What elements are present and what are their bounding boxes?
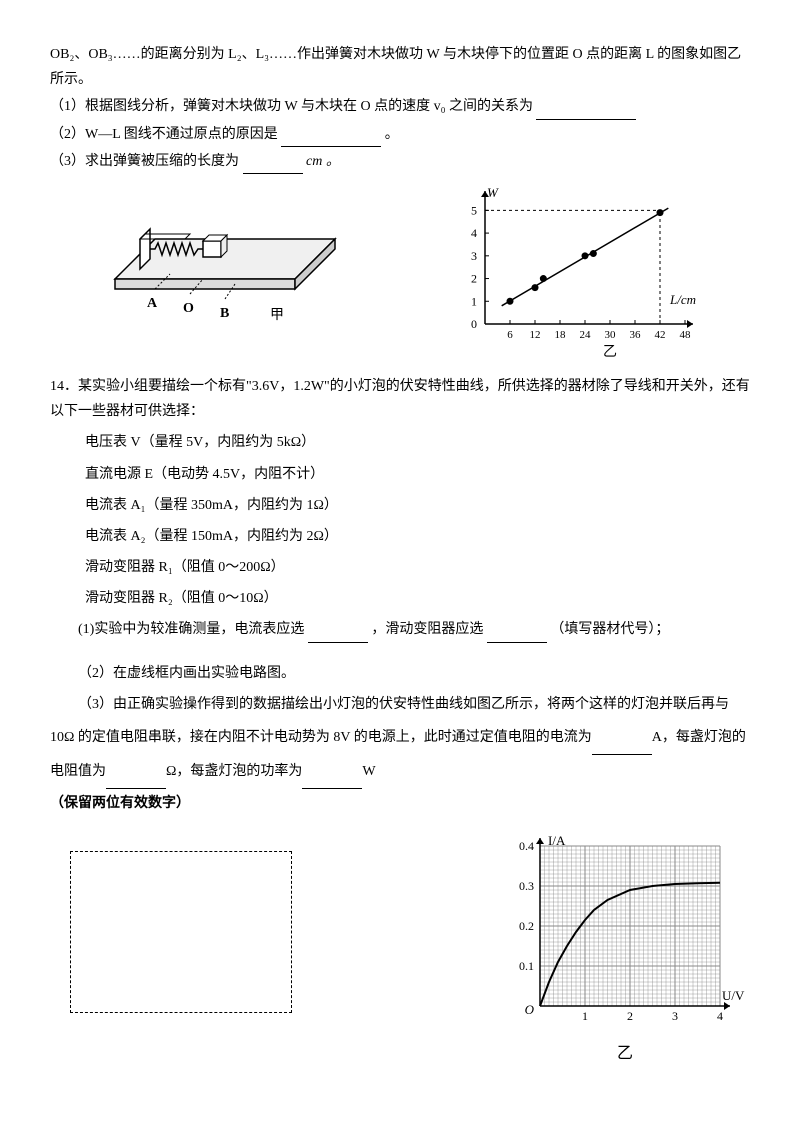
svg-text:0.3: 0.3 <box>519 879 534 893</box>
q13-part2: （2）W—L 图线不通过原点的原因是 。 <box>50 122 750 147</box>
q14-p1-blank2[interactable] <box>487 625 547 643</box>
svg-text:U/V: U/V <box>722 988 745 1003</box>
q14-p3-blank3[interactable] <box>302 771 362 789</box>
svg-text:30: 30 <box>605 329 617 341</box>
q14-p1a: (1)实验中为较准确测量，电流表应选 <box>78 622 304 637</box>
q14-circuit-box[interactable] <box>70 851 292 1013</box>
fig-jia-label: 甲 <box>270 308 284 323</box>
svg-text:I/A: I/A <box>548 833 566 848</box>
equip-1: 直流电源 E（电动势 4.5V，内阻不计） <box>85 462 750 487</box>
q13-p1-text: （1）根据图线分析，弹簧对木块做功 W 与木块在 O 点的速度 v₀ 之间的关系… <box>50 99 533 114</box>
q13-p2-text: （2）W—L 图线不通过原点的原因是 <box>50 127 278 142</box>
equip-2: 电流表 A₁（量程 350mA，内阻约为 1Ω） <box>85 493 750 518</box>
equip-4: 滑动变阻器 R₁（阻值 0～200Ω） <box>85 555 750 580</box>
q13-apparatus-figure: A O B 甲 <box>95 199 355 349</box>
svg-text:48: 48 <box>680 329 692 341</box>
q13-figures: A O B 甲 012345612182430364248WL/cm乙 <box>50 184 750 364</box>
q14-part2: （2）在虚线框内画出实验电路图。 <box>50 661 750 686</box>
svg-text:12: 12 <box>530 329 541 341</box>
q13-p2-blank[interactable] <box>281 129 381 147</box>
q13-p3-blank[interactable] <box>243 156 303 174</box>
svg-text:L/cm: L/cm <box>669 292 696 307</box>
equip-5: 滑动变阻器 R₂（阻值 0～10Ω） <box>85 586 750 611</box>
svg-text:2: 2 <box>471 271 477 285</box>
q13-p3-suffix: cm 。 <box>306 154 340 169</box>
svg-text:1: 1 <box>471 294 477 308</box>
q14-chart-wrapper: 1 2 3 4 0.1 0.2 0.3 0.4 O I/A U/V 乙 <box>500 831 750 1069</box>
q14-p3d: W <box>362 764 375 779</box>
svg-text:乙: 乙 <box>603 344 617 360</box>
svg-text:2: 2 <box>627 1009 633 1023</box>
svg-text:O: O <box>525 1002 535 1017</box>
svg-text:1: 1 <box>582 1009 588 1023</box>
equip-3: 电流表 A₂（量程 150mA，内阻约为 2Ω） <box>85 524 750 549</box>
svg-text:5: 5 <box>471 203 477 217</box>
q13-intro: OB₂、OB₃……的距离分别为 L₂、L₃……作出弹簧对木块做功 W 与木块停下… <box>50 42 750 92</box>
q13-p2-suffix: 。 <box>385 127 399 142</box>
q14-p3-blank1[interactable] <box>592 737 652 755</box>
q14-p1c: （填写器材代号）； <box>550 622 669 637</box>
q14-bottom-row: 1 2 3 4 0.1 0.2 0.3 0.4 O I/A U/V 乙 <box>50 831 750 1069</box>
q13-p3-text: （3）求出弹簧被压缩的长度为 <box>50 154 239 169</box>
q14-part1: (1)实验中为较准确测量，电流表应选 ，滑动变阻器应选 （填写器材代号）； <box>50 617 750 642</box>
svg-text:6: 6 <box>507 329 513 341</box>
svg-text:36: 36 <box>630 329 642 341</box>
svg-text:0.2: 0.2 <box>519 919 534 933</box>
q14-iv-chart: 1 2 3 4 0.1 0.2 0.3 0.4 O I/A U/V <box>500 831 750 1031</box>
q14-p3-blank2[interactable] <box>106 771 166 789</box>
q13-part1: （1）根据图线分析，弹簧对木块做功 W 与木块在 O 点的速度 v₀ 之间的关系… <box>50 94 750 119</box>
q14-p3c: Ω，每盏灯泡的功率为 <box>166 764 302 779</box>
svg-text:4: 4 <box>471 226 477 240</box>
q14-fig-yi: 乙 <box>500 1040 750 1069</box>
label-B: B <box>220 306 229 321</box>
label-O: O <box>183 301 194 316</box>
q14-equipment-list: 电压表 V（量程 5V，内阻约为 5kΩ） 直流电源 E（电动势 4.5V，内阻… <box>50 430 750 611</box>
q14-p1b: ，滑动变阻器应选 <box>371 622 483 637</box>
svg-text:42: 42 <box>655 329 666 341</box>
svg-text:3: 3 <box>672 1009 678 1023</box>
q13-part3: （3）求出弹簧被压缩的长度为 cm 。 <box>50 149 750 174</box>
svg-text:W: W <box>487 185 499 200</box>
q14-part3: （3）由正确实验操作得到的数据描绘出小灯泡的伏安特性曲线如图乙所示，将两个这样的… <box>50 688 750 789</box>
q14-note: （保留两位有效数字） <box>50 791 750 816</box>
svg-text:18: 18 <box>555 329 567 341</box>
svg-text:4: 4 <box>717 1009 723 1023</box>
q13-wl-chart: 012345612182430364248WL/cm乙 <box>445 184 705 364</box>
q13-p1-blank[interactable] <box>536 102 636 120</box>
svg-text:0: 0 <box>471 317 477 331</box>
label-A: A <box>147 296 158 311</box>
svg-text:0.4: 0.4 <box>519 839 534 853</box>
svg-text:24: 24 <box>580 329 592 341</box>
svg-text:0.1: 0.1 <box>519 959 534 973</box>
q14-title: 14．某实验小组要描绘一个标有"3.6V，1.2W"的小灯泡的伏安特性曲线，所供… <box>50 374 750 424</box>
q14-p1-blank1[interactable] <box>308 625 368 643</box>
svg-text:3: 3 <box>471 249 477 263</box>
equip-0: 电压表 V（量程 5V，内阻约为 5kΩ） <box>85 430 750 455</box>
